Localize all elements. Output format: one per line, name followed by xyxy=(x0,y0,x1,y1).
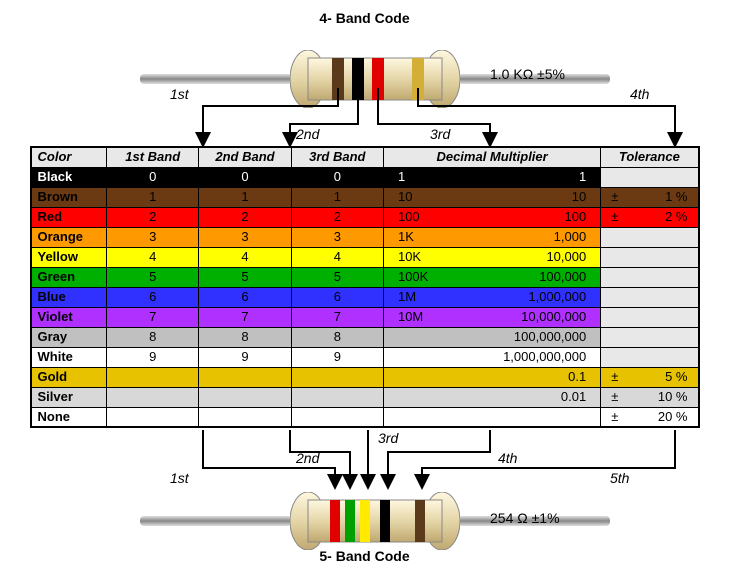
arrows-top xyxy=(10,26,729,156)
table-row: Violet77710M10,000,000 xyxy=(31,307,699,327)
value-5band: 254 Ω ±1% xyxy=(490,510,560,526)
band5-1 xyxy=(330,500,340,542)
table-row: Green555100K100,000 xyxy=(31,267,699,287)
bottom-resistor-area: 1st 2nd 3rd 4th 5th 254 Ω ±1% xyxy=(10,428,719,548)
table-row: Orange3331K1,000 xyxy=(31,227,699,247)
label-4th: 4th xyxy=(630,86,649,102)
table-row: Red222100100±2 % xyxy=(31,207,699,227)
label5-3rd: 3rd xyxy=(378,430,398,446)
table-row: Brown1111010±1 % xyxy=(31,187,699,207)
label-1st: 1st xyxy=(170,86,189,102)
table-row: Gray888100,000,000 xyxy=(31,327,699,347)
band5-4 xyxy=(380,500,390,542)
table-row: Gold0.1±5 % xyxy=(31,367,699,387)
table-row: Black00011 xyxy=(31,167,699,187)
band5-2 xyxy=(345,500,355,542)
resistor-5band xyxy=(290,492,460,550)
wire-left-b xyxy=(140,516,310,526)
title-4band: 4- Band Code xyxy=(10,10,719,26)
band5-5 xyxy=(415,500,425,542)
table-row: None±20 % xyxy=(31,407,699,427)
band5-3 xyxy=(360,500,370,542)
label5-5th: 5th xyxy=(610,470,629,486)
label5-2nd: 2nd xyxy=(296,450,319,466)
table-row: Silver0.01±10 % xyxy=(31,387,699,407)
label-2nd: 2nd xyxy=(296,126,319,142)
table-row: White9991,000,000,000 xyxy=(31,347,699,367)
label-3rd: 3rd xyxy=(430,126,450,142)
label5-4th: 4th xyxy=(498,450,517,466)
color-code-table: Color 1st Band 2nd Band 3rd Band Decimal… xyxy=(30,146,700,428)
table-row: Blue6661M1,000,000 xyxy=(31,287,699,307)
table-row: Yellow44410K10,000 xyxy=(31,247,699,267)
label5-1st: 1st xyxy=(170,470,189,486)
top-resistor-area: 1.0 KΩ ±5% 1st 2nd 3rd 4th xyxy=(10,26,719,146)
title-5band: 5- Band Code xyxy=(10,548,719,564)
